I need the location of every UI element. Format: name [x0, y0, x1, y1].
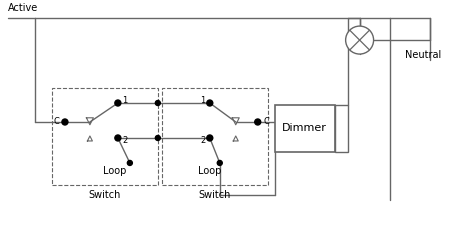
Circle shape	[115, 100, 121, 106]
Circle shape	[346, 26, 374, 54]
Circle shape	[155, 101, 160, 106]
Text: Switch: Switch	[198, 190, 231, 200]
Bar	[52, 88, 158, 185]
Text: 1: 1	[122, 96, 127, 104]
Bar	[335, 105, 348, 152]
Bar	[162, 88, 268, 185]
Text: Neutral: Neutral	[405, 50, 441, 60]
Circle shape	[207, 135, 213, 141]
Circle shape	[62, 119, 68, 125]
Circle shape	[127, 160, 132, 165]
Text: C: C	[53, 118, 59, 126]
Circle shape	[115, 135, 121, 141]
Text: 1: 1	[200, 96, 205, 104]
Text: Dimmer: Dimmer	[282, 123, 327, 133]
Circle shape	[217, 160, 222, 165]
Text: C: C	[264, 118, 270, 126]
Circle shape	[155, 136, 160, 141]
Text: Switch: Switch	[89, 190, 121, 200]
Text: Loop: Loop	[198, 166, 221, 176]
Text: Active: Active	[8, 3, 38, 13]
Text: Loop: Loop	[103, 166, 126, 176]
Circle shape	[255, 119, 261, 125]
Text: 2: 2	[122, 136, 127, 146]
Text: 2: 2	[200, 136, 205, 146]
Circle shape	[207, 100, 213, 106]
Bar	[274, 105, 335, 152]
